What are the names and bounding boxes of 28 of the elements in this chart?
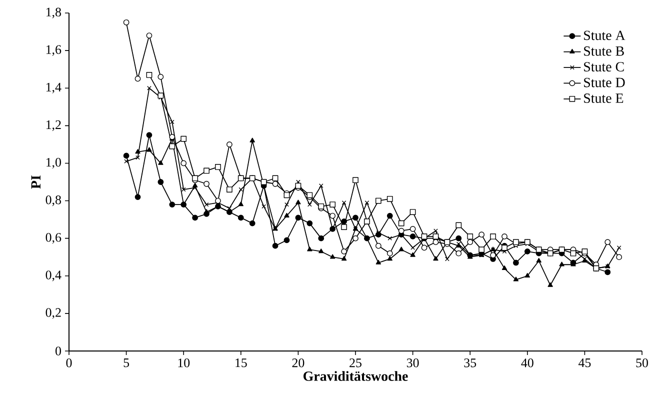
legend-label: Stute A xyxy=(584,30,626,40)
x-tick-label: 15 xyxy=(236,358,247,368)
x-tick-label: 10 xyxy=(178,358,190,368)
legend-label: Stute C xyxy=(584,62,624,72)
x-tick-label: 30 xyxy=(406,358,419,368)
legend-label: Stute D xyxy=(584,78,625,88)
y-tick-label: 0,6 xyxy=(46,233,62,244)
y-tick-label: 1,4 xyxy=(46,82,62,94)
y-tick-label: 0,8 xyxy=(46,195,62,206)
x-tick-label: 5 xyxy=(124,358,130,368)
x-tick-label: 25 xyxy=(350,358,362,368)
y-tick-label: 0,2 xyxy=(46,308,61,319)
y-tick-label: 1,8 xyxy=(46,8,62,18)
y-tick-label: 0 xyxy=(56,346,62,356)
y-tick-label: 1,0 xyxy=(46,158,62,169)
x-tick-label: 0 xyxy=(66,358,72,368)
x-tick-label: 40 xyxy=(521,358,534,368)
y-tick-label: 1,2 xyxy=(46,120,61,131)
legend-label: Stute E xyxy=(584,94,624,103)
x-tick-label: 50 xyxy=(636,358,648,368)
x-tick-label: 45 xyxy=(578,358,591,368)
x-axis-title: Graviditätswoche xyxy=(304,371,408,381)
legend-label: Stute B xyxy=(584,46,624,56)
y-axis-title: PI xyxy=(31,175,40,189)
x-tick-label: 20 xyxy=(292,358,304,368)
y-tick-label: 0,4 xyxy=(46,270,62,282)
x-tick-label: 35 xyxy=(464,358,476,368)
y-tick-label: 1,6 xyxy=(46,45,62,56)
